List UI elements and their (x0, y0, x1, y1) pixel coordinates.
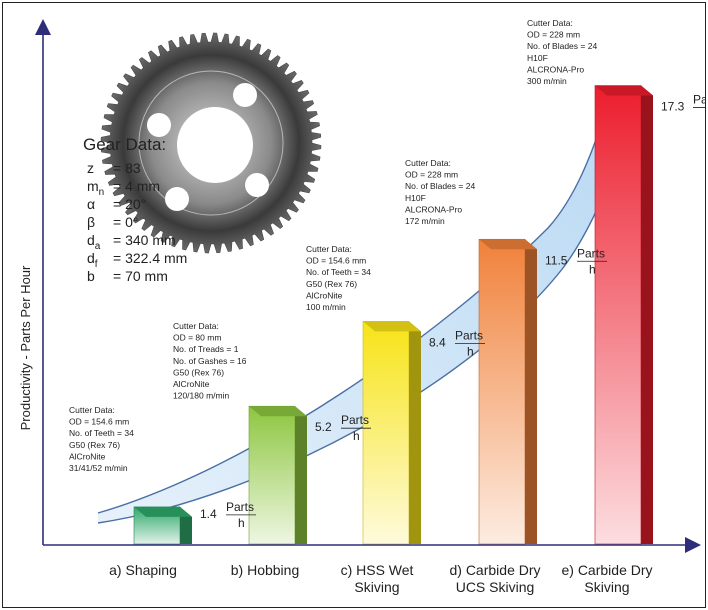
gear-image (100, 32, 322, 254)
value-label-0: 1.4 (200, 507, 217, 521)
labels: Gear Data: z = 83 mn = 4 mm α = 20° β = 0° da = 34… (69, 18, 705, 595)
cutter-data-line-1: 120/180 m/min (173, 391, 229, 401)
cutter-data-line-2: 100 m/min (306, 302, 346, 312)
cutter-data-line-2: AlCroNite (306, 290, 343, 300)
cutter-data-line-2: G50 (Rex 76) (306, 279, 357, 289)
unit-parts-4: Parts (693, 93, 705, 107)
cutter-data-line-3: Cutter Data: (405, 158, 451, 168)
category-label-0: a) Shaping (109, 562, 177, 578)
bar-top-4 (595, 85, 653, 96)
value-label-2: 8.4 (429, 335, 446, 349)
gear-param-symbol: mn (87, 178, 104, 198)
value-label-1: 5.2 (315, 420, 332, 434)
cutter-data-line-2: No. of Teeth = 34 (306, 267, 371, 277)
cutter-data-line-0: Cutter Data: (69, 405, 115, 415)
cutter-data-line-4: OD = 228 mm (527, 30, 580, 40)
cutter-data-line-3: H10F (405, 193, 426, 203)
gear-hole (147, 113, 171, 137)
category-label-3: UCS Skiving (456, 579, 535, 595)
cutter-data-line-0: OD = 154.6 mm (69, 417, 129, 427)
cutter-data-line-0: AlCroNite (69, 451, 106, 461)
gear-param-symbol: β (87, 214, 95, 230)
bars (133, 85, 653, 545)
gear-param-value: = 322.4 mm (113, 250, 187, 266)
bar-front-3 (478, 238, 526, 545)
cutter-data-line-1: Cutter Data: (173, 321, 219, 331)
gear-param-symbol: da (87, 232, 101, 252)
gear-param-value: = 83 (113, 160, 141, 176)
unit-hours-3: h (589, 262, 596, 276)
category-label-2: c) HSS Wet (341, 562, 414, 578)
trend-band-upper-edge (97, 102, 609, 514)
cutter-data-line-4: No. of Blades = 24 (527, 41, 597, 51)
gear-hole (165, 187, 189, 211)
unit-hours-1: h (353, 429, 360, 443)
cutter-data-line-0: No. of Teeth = 34 (69, 428, 134, 438)
y-axis-label: Productivity - Parts Per Hour (18, 265, 33, 430)
bar-side-1 (295, 406, 307, 544)
gear-param-value: = 340 mm (113, 232, 176, 248)
gear-param-symbol: α (87, 196, 95, 212)
gear-hole (233, 83, 257, 107)
cutter-data-line-2: OD = 154.6 mm (306, 256, 366, 266)
bar-top-2 (363, 321, 421, 332)
unit-hours-0: h (238, 516, 245, 530)
category-label-4: e) Carbide Dry (561, 562, 652, 578)
unit-parts-1: Parts (341, 413, 369, 427)
cutter-data-line-1: AlCroNite (173, 379, 210, 389)
cutter-data-line-1: No. of Gashes = 16 (173, 356, 247, 366)
unit-hours-2: h (467, 344, 474, 358)
bar-side-3 (525, 239, 537, 544)
bar-side-2 (409, 321, 421, 544)
value-label-3: 11.5 (545, 253, 568, 267)
category-label-4: Skiving (584, 579, 629, 595)
gear-hole (245, 173, 269, 197)
category-label-2: Skiving (354, 579, 399, 595)
axes: Productivity - Parts Per Hour (18, 19, 701, 553)
gear-param-symbol: z (87, 160, 94, 176)
productivity-chart: Gear Data: z = 83 mn = 4 mm α = 20° β = 0° da = 34… (18, 18, 705, 595)
cutter-data-line-3: OD = 228 mm (405, 170, 458, 180)
cutter-data-line-0: G50 (Rex 76) (69, 440, 120, 450)
bar-top-1 (249, 406, 307, 417)
cutter-data-line-4: 300 m/min (527, 76, 567, 86)
unit-parts-0: Parts (226, 500, 254, 514)
bar-side-4 (641, 85, 653, 545)
cutter-data-line-4: H10F (527, 53, 548, 63)
category-label-3: d) Carbide Dry (449, 562, 540, 578)
cutter-data-line-3: No. of Blades = 24 (405, 181, 475, 191)
bar-front-1 (248, 405, 296, 545)
cutter-data-line-1: OD = 80 mm (173, 333, 221, 343)
gear-param-value: = 0° (113, 214, 138, 230)
gear-data-title: Gear Data: (83, 135, 166, 154)
gear-ring (138, 70, 284, 216)
cutter-data-line-2: Cutter Data: (306, 244, 352, 254)
gear-keyway (213, 141, 225, 169)
cutter-data-line-3: 172 m/min (405, 216, 445, 226)
category-label-1: b) Hobbing (231, 562, 300, 578)
cutter-data-line-4: Cutter Data: (527, 18, 573, 28)
value-label-4: 17.3 (661, 100, 685, 114)
gear-param-symbol: b (87, 268, 95, 284)
unit-parts-3: Parts (577, 246, 605, 260)
unit-parts-2: Parts (455, 328, 483, 342)
bar-front-2 (362, 321, 410, 545)
cutter-data-line-1: G50 (Rex 76) (173, 367, 224, 377)
bar-top-3 (479, 239, 537, 250)
cutter-data-line-4: ALCRONA-Pro (527, 64, 584, 74)
gear-param-value: = 20° (113, 196, 146, 212)
cutter-data-line-3: ALCRONA-Pro (405, 204, 462, 214)
gear-param-value: = 4 mm (113, 178, 160, 194)
gear-param-value: = 70 mm (113, 268, 168, 284)
cutter-data-line-1: No. of Treads = 1 (173, 344, 239, 354)
gear-param-symbol: df (87, 250, 98, 270)
cutter-data-line-0: 31/41/52 m/min (69, 463, 128, 473)
bar-front-4 (594, 85, 642, 545)
bar-top-0 (134, 506, 192, 517)
